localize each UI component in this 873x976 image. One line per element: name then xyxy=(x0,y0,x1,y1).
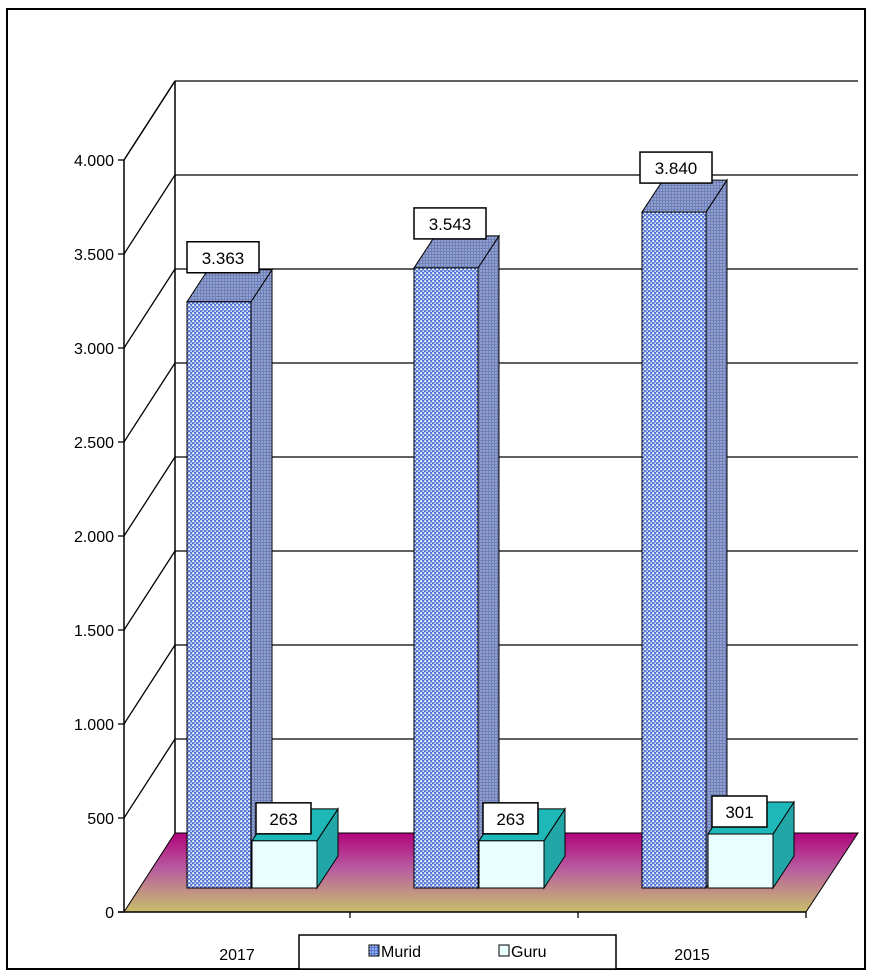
bar-guru xyxy=(251,840,318,889)
bar-murid-side xyxy=(250,268,273,890)
bar-murid-side xyxy=(705,178,728,890)
data-label-guru: 263 xyxy=(269,810,297,829)
bar-murid xyxy=(413,267,479,889)
bar-guru xyxy=(707,833,774,889)
legend: Murid Guru xyxy=(298,934,617,970)
side-gridline xyxy=(123,644,176,725)
x-tick-label: 2015 xyxy=(674,947,710,964)
bar-murid-side xyxy=(477,234,500,890)
axis-layer: 0 500 1.000 1.500 2.000 2.500 3.000 3.500 4.000 2… xyxy=(74,153,807,964)
y-tick-label: 3.000 xyxy=(74,341,114,358)
y-tick-label: 500 xyxy=(87,811,114,828)
data-label-murid: 3.840 xyxy=(655,159,698,178)
data-label-box-guru xyxy=(482,802,539,835)
y-tick-label: 0 xyxy=(105,905,114,922)
data-label-guru: 263 xyxy=(496,810,524,829)
bar-guru xyxy=(478,840,545,889)
legend-swatch-guru xyxy=(498,944,510,957)
side-gridline xyxy=(123,456,176,537)
legend-swatch-murid xyxy=(368,944,380,957)
data-label-murid: 3.363 xyxy=(202,249,245,268)
side-gridline xyxy=(123,80,176,161)
grid-layer xyxy=(123,80,858,833)
side-gridline xyxy=(123,738,176,819)
data-label-box-guru xyxy=(255,802,312,835)
legend-box xyxy=(298,934,617,970)
y-tick-label: 1.000 xyxy=(74,717,114,734)
data-label-box-murid xyxy=(186,241,260,274)
y-tick-label: 2.000 xyxy=(74,529,114,546)
data-label-box-guru xyxy=(711,795,768,828)
legend-label-murid: Murid xyxy=(381,944,421,961)
labels-layer: 3.363 3.543 3.840 263 263 301 xyxy=(186,151,768,835)
bar-murid xyxy=(186,301,252,889)
y-tick-label: 1.500 xyxy=(74,623,114,640)
data-label-guru: 301 xyxy=(725,803,753,822)
side-gridline xyxy=(123,362,176,443)
bars-layer xyxy=(186,178,795,890)
bar-murid xyxy=(641,211,707,889)
side-gridline xyxy=(123,550,176,631)
data-label-murid: 3.543 xyxy=(429,215,472,234)
x-tick-label: 2017 xyxy=(219,947,255,964)
data-label-box-murid xyxy=(639,151,713,184)
side-gridline xyxy=(123,174,176,255)
y-tick-label: 3.500 xyxy=(74,247,114,264)
data-label-box-murid xyxy=(413,207,487,240)
y-tick-label: 2.500 xyxy=(74,435,114,452)
side-gridline xyxy=(123,268,176,349)
legend-label-guru: Guru xyxy=(511,944,547,961)
y-tick-label: 4.000 xyxy=(74,153,114,170)
